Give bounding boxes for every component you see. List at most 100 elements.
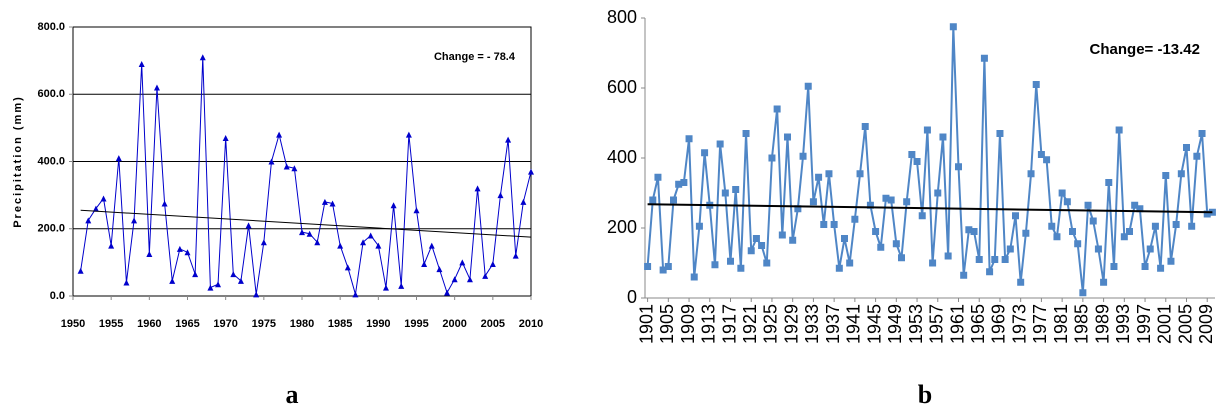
marker (1079, 289, 1087, 297)
marker (268, 158, 275, 165)
marker (1001, 256, 1009, 263)
marker (115, 155, 122, 162)
marker (784, 133, 791, 141)
marker (659, 266, 667, 274)
x-tick-label: 2009 (1196, 304, 1216, 344)
marker (1183, 144, 1190, 151)
marker (276, 131, 283, 138)
marker (520, 198, 527, 205)
marker (939, 133, 947, 141)
marker (820, 221, 828, 228)
marker (337, 242, 344, 249)
marker (1027, 170, 1035, 178)
marker (390, 202, 397, 209)
marker (306, 230, 313, 237)
marker (169, 277, 176, 284)
marker (1167, 257, 1175, 265)
x-tick-label: 1905 (657, 304, 677, 344)
marker (1188, 222, 1196, 230)
marker (176, 245, 183, 252)
marker (528, 168, 534, 175)
annotation: Change = - 78.4 (434, 51, 516, 63)
x-tick-label: 1909 (678, 304, 698, 344)
marker (131, 217, 138, 224)
marker (299, 229, 305, 236)
marker (944, 252, 952, 260)
x-tick-label: 1973 (1009, 304, 1029, 344)
marker (804, 82, 812, 90)
marker (856, 170, 864, 178)
marker (830, 221, 838, 228)
marker (474, 185, 481, 192)
marker (108, 242, 115, 249)
x-tick-label: 1950 (61, 318, 85, 330)
marker (459, 259, 466, 266)
marker (1053, 233, 1061, 241)
marker (123, 279, 130, 286)
marker (732, 186, 740, 193)
x-tick-label: 2000 (442, 318, 466, 330)
marker (690, 273, 698, 281)
y-tick-label: 200 (607, 217, 637, 237)
marker (405, 131, 412, 138)
marker (685, 135, 693, 143)
marker (451, 276, 458, 283)
marker (1131, 201, 1139, 209)
marker (444, 289, 451, 296)
marker (701, 149, 709, 157)
marker (375, 242, 382, 249)
marker (773, 105, 781, 113)
y-tick-label: 800 (607, 7, 637, 27)
marker (283, 163, 290, 170)
marker (1022, 229, 1030, 237)
marker (851, 215, 859, 223)
x-tick-label: 1965 (175, 318, 199, 330)
marker (428, 242, 435, 249)
marker (199, 54, 206, 61)
marker (675, 180, 683, 188)
marker (92, 205, 99, 212)
marker (1094, 245, 1102, 253)
marker (794, 205, 802, 213)
marker (1193, 152, 1201, 160)
x-tick-label: 1945 (864, 304, 884, 344)
marker (965, 226, 973, 234)
series-line (80, 56, 532, 295)
y-tick-label: 0.0 (50, 290, 65, 302)
x-tick-label: 1989 (1092, 304, 1112, 344)
marker (153, 84, 160, 91)
x-tick-label: 1921 (740, 304, 760, 344)
x-tick-label: 1997 (1134, 304, 1154, 344)
caption: b (918, 380, 932, 409)
marker (207, 284, 214, 291)
marker (421, 261, 428, 268)
marker (291, 165, 298, 172)
marker (846, 259, 854, 267)
marker (1162, 172, 1170, 179)
x-tick-label: 1961 (947, 304, 967, 344)
marker (184, 249, 191, 256)
marker (835, 264, 843, 272)
marker (1006, 245, 1014, 253)
marker (245, 222, 252, 229)
marker (747, 247, 755, 255)
marker (975, 256, 983, 263)
y-tick-label: 200.0 (37, 223, 65, 235)
marker (1177, 170, 1185, 178)
x-tick-label: 1933 (802, 304, 822, 344)
marker (768, 154, 776, 162)
marker (949, 23, 957, 31)
marker (344, 264, 351, 271)
marker (1105, 179, 1113, 186)
marker (1151, 222, 1159, 230)
marker (260, 239, 267, 246)
marker (436, 266, 443, 273)
marker (138, 60, 145, 67)
marker (815, 173, 823, 181)
marker (727, 257, 734, 265)
y-axis-label: Precipitation (mm) (12, 95, 24, 228)
x-tick-label: 1970 (213, 318, 237, 330)
x-tick-label: 2005 (481, 318, 505, 330)
marker (1141, 263, 1149, 270)
